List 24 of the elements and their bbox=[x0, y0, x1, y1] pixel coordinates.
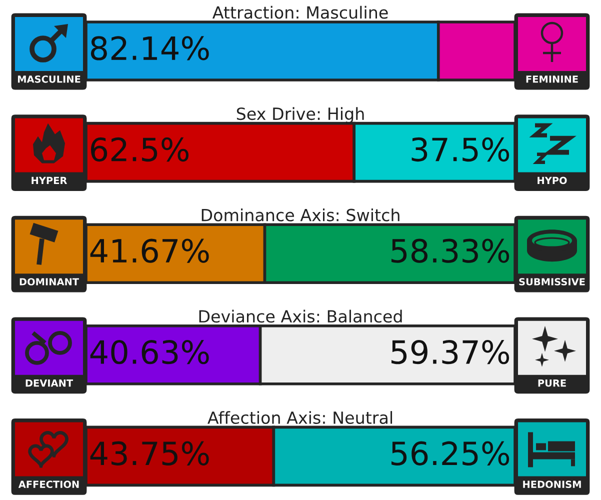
data-label: 37.5% bbox=[412, 137, 510, 162]
data-label: 82.14% bbox=[90, 36, 209, 60]
series-label: HEDONISM bbox=[523, 480, 581, 488]
data-label: 41.67% bbox=[90, 238, 209, 263]
series-label: SUBMISSIVE bbox=[519, 278, 585, 286]
chart-title: Sex Drive: High bbox=[236, 107, 364, 124]
data-label: 58.33% bbox=[391, 238, 510, 263]
text: HYPO bbox=[538, 176, 567, 184]
series-label: FEMININE bbox=[526, 76, 578, 83]
series-label: DEVIANT bbox=[26, 379, 74, 387]
series-label: MASCULINE bbox=[18, 75, 80, 83]
data-label: 62.5% bbox=[91, 137, 188, 162]
series-label: DOMINANT bbox=[20, 278, 79, 286]
data-label: 56.25% bbox=[391, 441, 510, 466]
chart-title: Attraction: Masculine bbox=[212, 6, 388, 19]
text: PURE bbox=[538, 379, 566, 387]
data-label: 43.75% bbox=[90, 441, 209, 466]
data-label: 59.37% bbox=[391, 340, 510, 364]
series-label: AFFECTION bbox=[18, 480, 79, 488]
chart-title: Affection Axis: Neutral bbox=[208, 411, 392, 424]
series-label: HYPER bbox=[32, 176, 68, 184]
data-label: 40.63% bbox=[90, 340, 209, 364]
chart-title: Deviance Axis: Balanced bbox=[199, 310, 402, 323]
chart-title: Dominance Axis: Switch bbox=[202, 208, 400, 222]
